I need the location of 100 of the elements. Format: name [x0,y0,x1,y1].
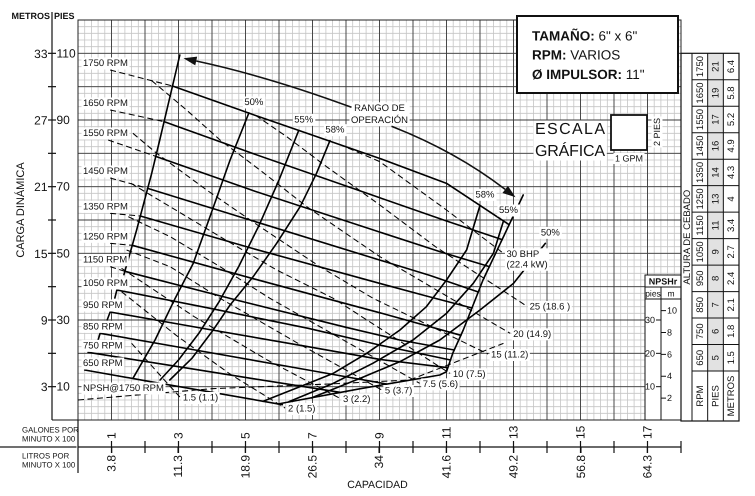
chart-title: NPSHr [648,276,678,286]
y2-axis-title: CARGA DINÁMICA [14,162,27,258]
series-label: 850 RPM [83,321,123,332]
x2-tick-label: 64.3 [640,454,654,478]
series-label: 50% [244,97,264,108]
series-label: 1550 RPM [83,128,128,139]
y-tick-label: 30 [644,315,655,326]
y2-tick-label: 8 [667,328,672,338]
series-label: 7.5 (5.6) [422,378,458,390]
y2-tick-label: 27 [34,114,48,128]
y2-tick-label: 15 [34,246,48,261]
data-label: 6 [710,328,721,334]
x2-tick-label: 26.5 [306,454,320,478]
annotation: ESCALA GRÁFICA [535,121,606,160]
x2-tick-label: 11.3 [171,454,186,478]
x-tick-label: METROS [726,376,737,416]
y-tick-label: 110 [56,46,76,60]
series-label: 25 (18.6 ) [530,302,570,312]
y-tick-label: 10 [56,380,70,394]
series-label: 30 BHP (22.4 kW) [506,248,548,270]
y-tick-label: 750 [694,323,706,340]
annotation: 1 GPM [614,154,644,164]
y-tick-label: 850 [694,296,706,313]
y-axis-title: pies [645,288,661,298]
series-label: 50% [540,227,560,238]
data-label: 1.5 [726,351,737,364]
y2-tick-label: 10 [667,306,678,316]
data-label: 16 [710,140,721,152]
y-tick-label: 1150 [694,215,706,236]
data-label: 7 [710,302,721,308]
data-label: 4.3 [726,166,737,180]
y-tick-label: 1750 [694,56,706,78]
series-label: 1.5 (1.1) [182,392,218,404]
y2-tick-label: 6 [667,349,672,360]
y-tick-label: 70 [56,180,70,194]
y2-tick-label: 2 [667,393,672,404]
y2-tick-label: 33 [34,46,48,61]
y-tick-label: 950 [694,270,706,286]
x-tick-label: 13 [506,425,520,439]
data-label: 4.9 [726,139,737,153]
series-label: 55% [294,114,314,126]
series-label: 58% [475,189,496,200]
data-label: 6.4 [726,60,737,74]
text: ALTURA DE CEBADO [682,190,692,285]
series-label: 15 (11.2) [491,350,528,360]
data-label: 11 [710,220,721,230]
series-label: 1450 RPM [83,166,128,177]
y-tick-label: 1250 [694,188,706,210]
data-label: 14 [710,167,721,178]
y-tick-label: 30 [56,313,70,327]
y-tick-label: 20 [644,348,655,358]
data-label: 1.8 [726,324,737,338]
x2-tick-label: 41.6 [439,454,454,478]
y-tick-label: 90 [56,113,70,127]
annotation: RPM: VARIOS [532,48,620,62]
y-tick-label: 1450 [694,135,706,157]
y-axis-title: RPM [694,385,706,407]
text: METROS [11,11,50,21]
y-tick-label: 1350 [694,162,706,184]
series-label: 750 RPM [83,340,123,352]
data-label: 2.1 [726,298,737,312]
y-tick-label: 10 [644,382,655,392]
data-label: 8 [710,276,721,281]
series-label: 1250 RPM [83,231,128,242]
data-label: 5.2 [726,112,737,126]
series-label: 55% [498,205,519,216]
data-label: 13 [710,194,721,204]
x-axis-title: CAPACIDAD [347,479,408,491]
data-label: 21 [710,61,721,72]
y-tick-label: 1550 [694,108,706,130]
data-label: 2.4 [726,272,737,285]
x2-tick-label: 34 [372,454,386,468]
annotation: TAMAÑO: 6" x 6" [532,27,638,44]
series-label: NPSH@1750 RPM [83,383,164,394]
series-label: 650 RPM [83,358,123,369]
data-label: 3.4 [726,218,737,232]
x-tick-label: 15 [574,425,588,439]
x2-tick-label: 56.8 [574,454,588,478]
x2-tick-label: 18.9 [238,454,252,478]
y-tick-label: 650 [694,350,706,366]
x2-tick-label: 49.2 [506,454,521,478]
x-tick-label: 17 [640,425,654,439]
series-label: 1350 RPM [83,201,128,212]
data-label: 4 [726,196,737,202]
y2-tick-label: 4 [667,371,672,382]
series-label: 950 RPM [83,300,123,311]
x-tick-label: 1 [104,432,118,439]
series-label: 20 (14.9) [513,328,552,340]
data-label: 2.7 [726,245,737,258]
data-label: 5.8 [726,86,737,100]
x-tick-label: 9 [372,432,386,439]
y2-tick-label: 21 [34,180,48,194]
series-label: 1150 RPM [83,254,128,266]
data-label: 19 [710,88,721,98]
series-label: 58% [325,124,345,136]
series-label: 3 (2.2) [342,394,370,405]
annotation: Ø IMPULSOR: 11" [532,66,645,82]
x-tick-label: 3 [172,432,186,439]
series-label: 2 (1.5) [288,404,316,414]
series-label: 10 (7.5) [452,368,486,380]
